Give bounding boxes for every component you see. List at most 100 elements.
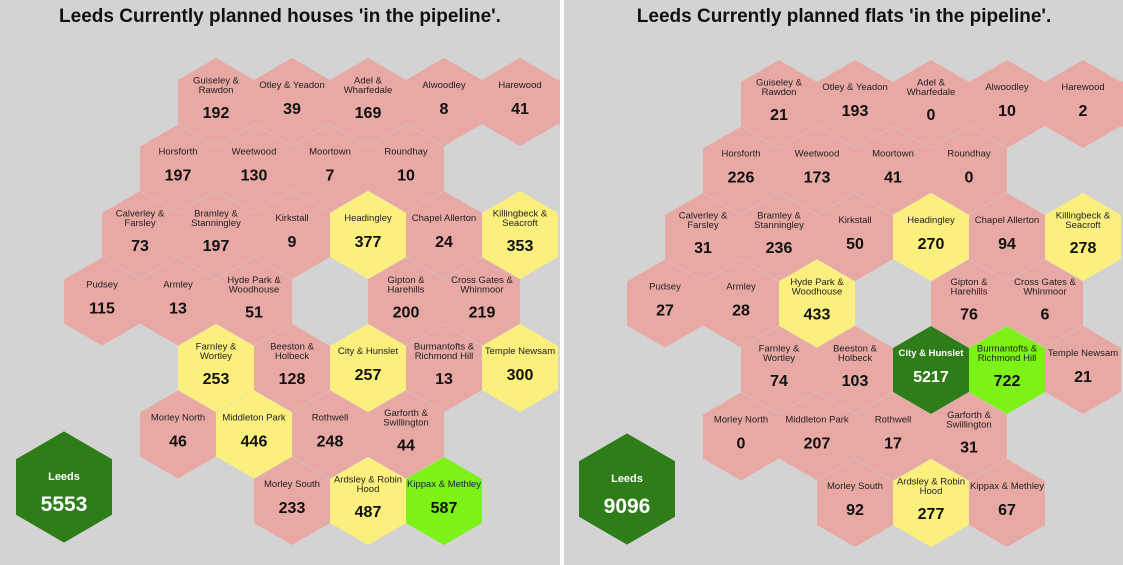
- hex-shape: [893, 326, 969, 414]
- hex-shape: [254, 191, 330, 279]
- hex-area-value: 200: [393, 305, 420, 322]
- hex-shape: [779, 392, 855, 481]
- hex-area-name: Wharfedale: [344, 85, 393, 96]
- hex-area-name: Guiseley &: [756, 77, 803, 88]
- hex-area-value: 173: [804, 170, 831, 187]
- flats-hex-guiseley-rawdon: Guiseley &Rawdon 21: [741, 60, 817, 148]
- hex-shape: [969, 60, 1045, 148]
- hex-area-name: Harehills: [388, 284, 425, 295]
- flats-hex-chapel-allerton: Chapel Allerton 94: [969, 193, 1045, 281]
- hex-shape: [1045, 326, 1121, 414]
- hex-area-value: 207: [804, 436, 831, 453]
- hex-shape: [178, 324, 254, 412]
- flats-hex-otley-yeadon: Otley & Yeadon 193: [817, 60, 893, 148]
- hex-area-name: Cross Gates &: [1014, 277, 1076, 288]
- hex-area-value: 41: [884, 170, 902, 187]
- hex-area-value: 192: [203, 105, 230, 122]
- houses-hex-roundhay: Roundhay 10: [368, 124, 444, 213]
- hex-area-name: City & Hunslet: [899, 348, 965, 359]
- houses-hex-kirkstall: Kirkstall 9: [254, 191, 330, 279]
- hex-area-name: Rawdon: [762, 87, 797, 98]
- hex-shape: [817, 60, 893, 148]
- hex-shape: [178, 191, 254, 279]
- houses-hex-beeston-holbeck: Beeston &Holbeck 128: [254, 324, 330, 412]
- hex-shape: [482, 191, 558, 279]
- houses-hex-chapel-allerton: Chapel Allerton 24: [406, 191, 482, 279]
- hex-shape: [969, 193, 1045, 281]
- hex-shape: [969, 459, 1045, 547]
- hex-area-value: 6: [1041, 307, 1050, 324]
- hex-shape: [406, 191, 482, 279]
- hex-area-name: Headingley: [344, 213, 392, 224]
- hex-area-name: Morley North: [151, 413, 205, 424]
- hex-area-value: 278: [1070, 240, 1097, 257]
- houses-hex-harewood: Harewood 41: [482, 58, 558, 146]
- hex-shape: [931, 392, 1007, 481]
- hex-area-value: 21: [770, 107, 788, 124]
- hex-area-name: Armley: [163, 280, 193, 291]
- hex-area-name: Hyde Park &: [227, 275, 281, 286]
- hex-area-value: 587: [431, 500, 458, 517]
- hex-area-value: 219: [469, 305, 496, 322]
- hex-shape: [406, 58, 482, 146]
- hex-area-name: Burmantofts &: [414, 341, 475, 352]
- hex-area-value: 13: [435, 371, 453, 388]
- hex-area-name: Horsforth: [721, 149, 760, 160]
- hex-shape: [406, 457, 482, 545]
- hex-shape: [703, 126, 779, 215]
- hex-area-value: 377: [355, 234, 382, 251]
- houses-hex-map: Guiseley &Rawdon 192 Otley & Yeadon 39 Adel …: [16, 58, 560, 545]
- flats-map-title: Leeds Currently planned flats 'in the pi…: [636, 6, 1052, 27]
- hex-area-value: 197: [203, 238, 230, 255]
- hex-area-value: 270: [918, 236, 945, 253]
- houses-hex-kippax-methley: Kippax & Methley 587: [406, 457, 482, 545]
- houses-hex-headingley: Headingley 377: [330, 191, 406, 279]
- flats-total-hex: Leeds 9096: [579, 433, 675, 545]
- hex-shape: [140, 124, 216, 213]
- hex-area-value: 73: [131, 238, 149, 255]
- hex-shape: [703, 392, 779, 481]
- hex-area-value: 233: [279, 500, 306, 517]
- hex-area-value: 353: [507, 238, 534, 255]
- houses-hex-armley: Armley 13: [140, 257, 216, 346]
- hex-area-value: 74: [770, 373, 788, 390]
- houses-hex-farnley-wortley: Farnley &Wortley 253: [178, 324, 254, 412]
- houses-hex-alwoodley: Alwoodley 8: [406, 58, 482, 146]
- hex-area-value: 248: [317, 434, 344, 451]
- total-value: 9096: [604, 495, 651, 518]
- flats-hex-moortown: Moortown 41: [855, 126, 931, 215]
- hex-shape: [1045, 60, 1121, 148]
- hex-shape: [482, 324, 558, 412]
- flats-hex-killingbeck-seacroft: Killingbeck &Seacroft 278: [1045, 193, 1121, 281]
- hex-area-value: 197: [165, 168, 192, 185]
- hex-area-name: Woodhouse: [792, 286, 843, 297]
- houses-hex-adel-wharfedale: Adel &Wharfedale 169: [330, 58, 406, 146]
- hex-shape: [741, 193, 817, 281]
- hex-area-name: Holbeck: [838, 353, 873, 364]
- flats-hex-cross-gates-whinmoor: Cross Gates &Whinmoor 6: [1007, 259, 1083, 348]
- hex-area-value: 9: [288, 234, 297, 251]
- hex-area-name: Harewood: [1061, 82, 1104, 93]
- hex-area-value: 50: [846, 236, 864, 253]
- hex-area-value: 17: [884, 436, 902, 453]
- houses-hex-cross-gates-whinmoor: Cross Gates &Whinmoor 219: [444, 257, 520, 346]
- houses-map-panel: Leeds Currently planned houses 'in the p…: [0, 0, 560, 565]
- hex-area-name: Swillington: [946, 419, 991, 430]
- hex-area-name: Swillington: [383, 417, 428, 428]
- hex-area-name: Morley South: [827, 481, 883, 492]
- hex-area-value: 10: [397, 168, 415, 185]
- hex-shape: [558, 78, 560, 126]
- hex-area-name: City & Hunslet: [338, 346, 399, 357]
- hex-area-value: 28: [732, 303, 750, 320]
- hex-area-name: Hyde Park &: [790, 277, 844, 288]
- hex-shape: [665, 193, 741, 281]
- hex-area-value: 226: [728, 170, 755, 187]
- hex-area-name: Whinmoor: [460, 284, 503, 295]
- hex-area-name: Whinmoor: [1023, 286, 1066, 297]
- hex-area-value: 300: [507, 367, 534, 384]
- total-name: Leeds: [611, 473, 643, 485]
- hex-area-name: Weetwood: [795, 149, 840, 160]
- hex-shape: [368, 390, 444, 479]
- hex-area-name: Horsforth: [158, 147, 197, 158]
- flats-hex-map: Guiseley &Rawdon 21 Otley & Yeadon 193 Adel …: [579, 60, 1123, 547]
